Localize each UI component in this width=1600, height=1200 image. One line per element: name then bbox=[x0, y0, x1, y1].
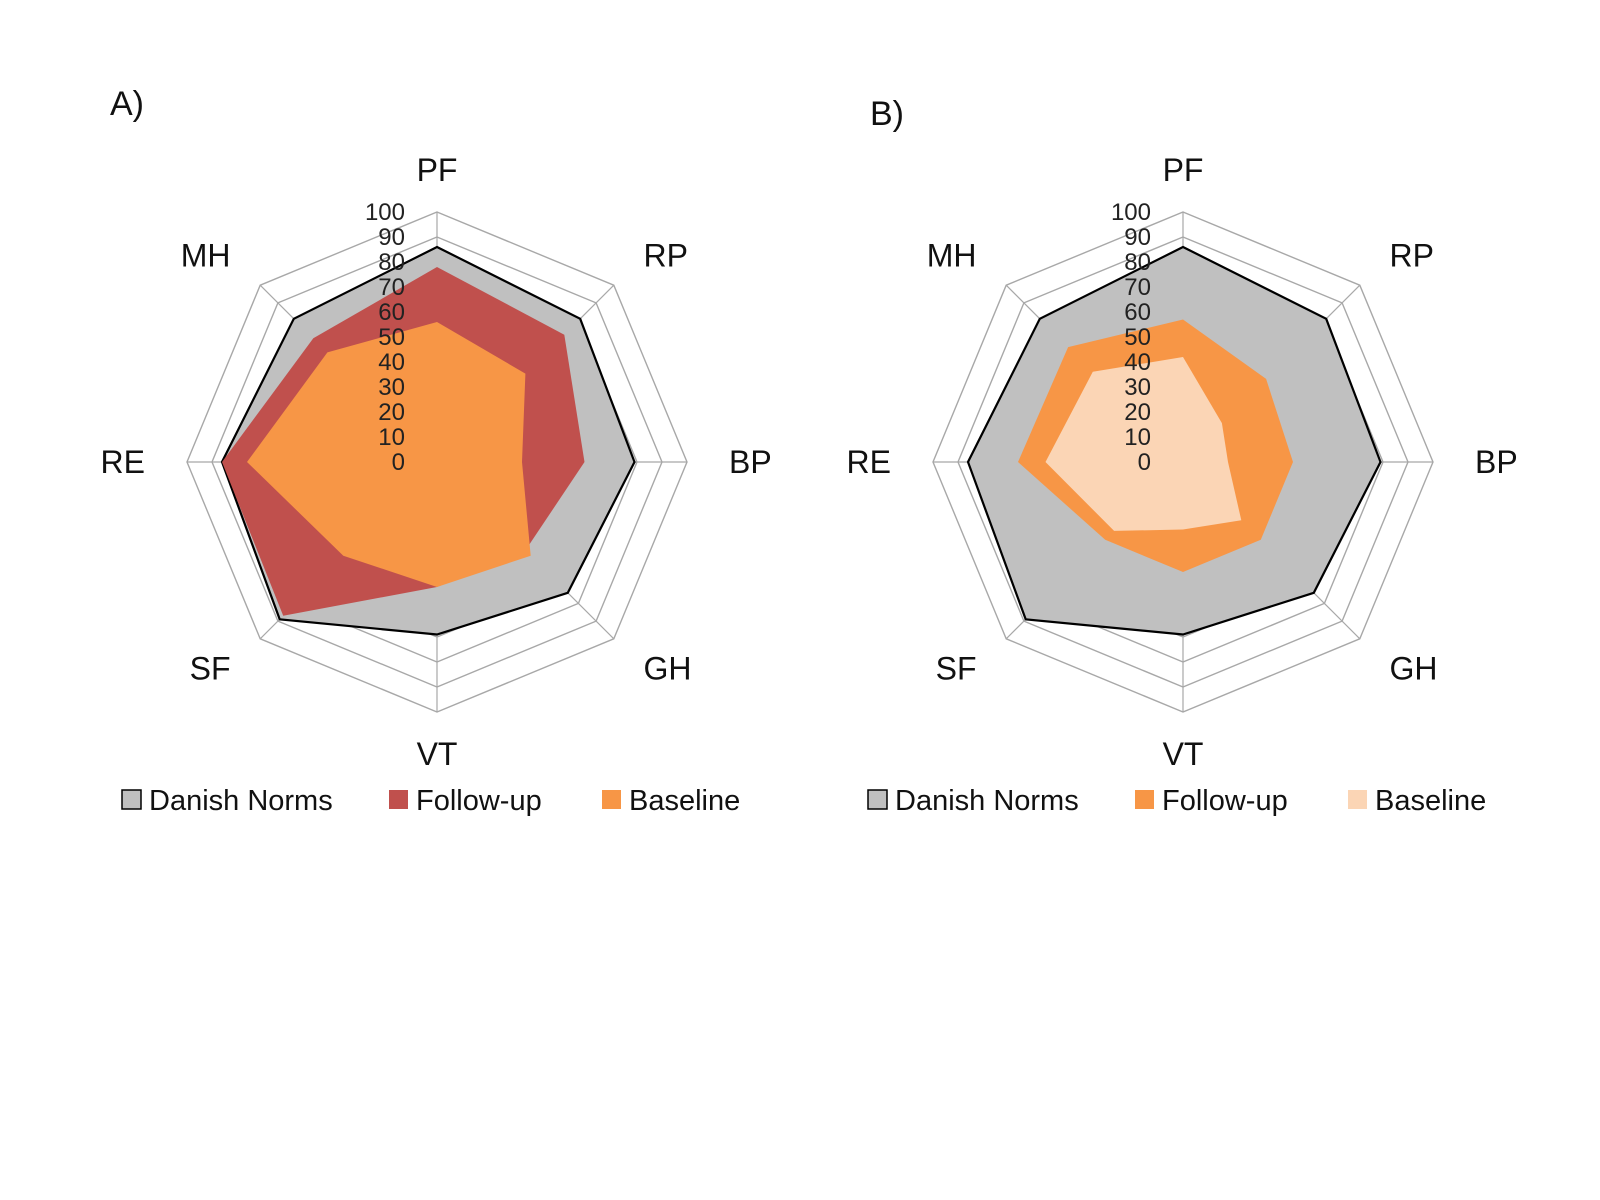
tick-label: 30 bbox=[378, 374, 405, 401]
tick-label: 20 bbox=[1124, 399, 1151, 426]
category-label-bp: BP bbox=[1475, 444, 1518, 480]
legend-swatch bbox=[1135, 790, 1154, 809]
tick-label: 60 bbox=[378, 299, 405, 326]
category-label-rp: RP bbox=[644, 238, 688, 274]
radar-series-layer bbox=[966, 245, 1382, 636]
tick-label: 70 bbox=[1124, 274, 1151, 301]
radar-legend: Danish Norms Follow-up Baseline bbox=[867, 785, 1486, 817]
legend-label: Danish Norms bbox=[895, 785, 1079, 817]
legend-label: Baseline bbox=[629, 785, 740, 817]
radar-category-labels: PF RP BP GH VT SF RE MH bbox=[101, 152, 772, 772]
category-label-pf: PF bbox=[417, 152, 458, 188]
category-label-gh: GH bbox=[1390, 651, 1438, 687]
legend-item-baseline: Baseline bbox=[602, 785, 740, 817]
legend-item-danish-norms: Danish Norms bbox=[121, 785, 333, 817]
legend-label: Danish Norms bbox=[149, 785, 333, 817]
series-baseline-polygon bbox=[1045, 357, 1242, 531]
legend-item-baseline: Baseline bbox=[1348, 785, 1486, 817]
panel-label-a: A) bbox=[110, 85, 144, 123]
tick-label: 60 bbox=[1124, 299, 1151, 326]
category-label-sf: SF bbox=[190, 651, 231, 687]
series-baseline-polygon bbox=[247, 322, 531, 587]
category-label-vt: VT bbox=[1163, 736, 1204, 772]
radar-category-labels: PF RP BP GH VT SF RE MH bbox=[847, 152, 1518, 772]
legend-label: Follow-up bbox=[416, 785, 542, 817]
tick-label: 40 bbox=[1124, 349, 1151, 376]
tick-label: 40 bbox=[378, 349, 405, 376]
category-label-bp: BP bbox=[729, 444, 772, 480]
legend-label: Baseline bbox=[1375, 785, 1486, 817]
legend-swatch bbox=[602, 790, 621, 809]
category-label-mh: MH bbox=[181, 238, 231, 274]
legend-item-follow-up: Follow-up bbox=[389, 785, 542, 817]
category-label-rp: RP bbox=[1390, 238, 1434, 274]
legend-item-danish-norms: Danish Norms bbox=[867, 785, 1079, 817]
radar-legend: Danish Norms Follow-up Baseline bbox=[121, 785, 740, 817]
tick-label: 100 bbox=[365, 199, 405, 226]
legend-swatch bbox=[389, 790, 408, 809]
category-label-pf: PF bbox=[1163, 152, 1204, 188]
category-label-vt: VT bbox=[417, 736, 458, 772]
tick-label: 90 bbox=[1124, 224, 1151, 251]
tick-label: 10 bbox=[378, 424, 405, 451]
tick-label: 70 bbox=[378, 274, 405, 301]
category-label-re: RE bbox=[847, 444, 891, 480]
tick-label: 50 bbox=[1124, 324, 1151, 351]
category-label-mh: MH bbox=[927, 238, 977, 274]
legend-label: Follow-up bbox=[1162, 785, 1288, 817]
tick-label: 20 bbox=[378, 399, 405, 426]
tick-label: 80 bbox=[378, 249, 405, 276]
tick-label: 100 bbox=[1111, 199, 1151, 226]
legend-item-follow-up: Follow-up bbox=[1135, 785, 1288, 817]
legend-swatch bbox=[867, 789, 888, 810]
tick-label: 30 bbox=[1124, 374, 1151, 401]
tick-label: 80 bbox=[1124, 249, 1151, 276]
panel-label-b: B) bbox=[870, 95, 904, 133]
tick-label: 90 bbox=[378, 224, 405, 251]
category-label-gh: GH bbox=[644, 651, 692, 687]
tick-label: 0 bbox=[1138, 449, 1151, 476]
tick-label: 50 bbox=[378, 324, 405, 351]
category-label-re: RE bbox=[101, 444, 145, 480]
tick-label: 0 bbox=[392, 449, 405, 476]
category-label-sf: SF bbox=[936, 651, 977, 687]
radar-series-layer bbox=[220, 245, 636, 636]
legend-swatch bbox=[121, 789, 142, 810]
tick-label: 10 bbox=[1124, 424, 1151, 451]
legend-swatch bbox=[1348, 790, 1367, 809]
